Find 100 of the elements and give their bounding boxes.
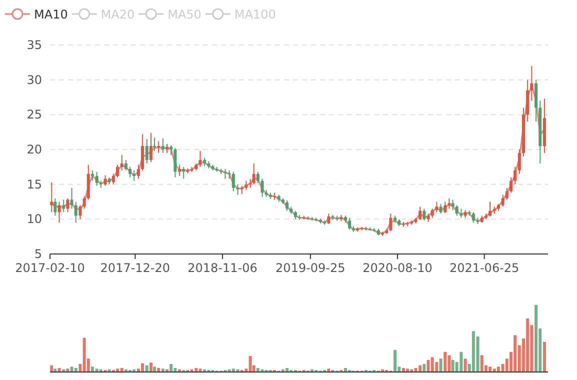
candlestick	[244, 180, 248, 190]
candlestick	[116, 164, 119, 178]
x-tick-label: 2018-11-06	[188, 261, 258, 275]
bar	[480, 355, 484, 372]
bar	[448, 355, 451, 372]
bar	[488, 366, 492, 372]
candlestick	[157, 140, 160, 154]
bar	[439, 358, 442, 372]
candlestick	[166, 143, 169, 154]
candlestick	[58, 201, 61, 224]
x-tick-label: 2020-08-10	[362, 261, 432, 275]
bar	[406, 368, 410, 372]
bar	[66, 368, 70, 372]
candlestick	[472, 212, 475, 224]
bar	[464, 358, 467, 372]
candlestick	[182, 166, 186, 180]
candlestick	[418, 206, 422, 220]
bar	[435, 362, 438, 372]
candlestick	[455, 204, 458, 216]
bar	[248, 356, 252, 372]
bar	[141, 363, 144, 372]
candlestick	[128, 166, 132, 178]
candlestick	[422, 208, 426, 222]
bar	[198, 368, 202, 372]
bar	[534, 305, 538, 372]
bar	[70, 366, 74, 372]
x-tick-label: 2021-06-25	[449, 261, 520, 275]
candlestick	[153, 137, 156, 152]
y-tick-label: 35	[26, 38, 42, 52]
candlestick	[232, 171, 235, 192]
candlestick	[174, 148, 177, 178]
candlestick	[120, 154, 124, 171]
bar	[161, 368, 164, 372]
bar	[451, 360, 454, 372]
bar	[514, 335, 517, 372]
candlestick	[145, 138, 148, 164]
candlestick	[95, 171, 98, 186]
candlestick	[444, 201, 447, 214]
bar	[170, 364, 173, 372]
candlestick	[170, 144, 173, 156]
candlestick	[104, 174, 107, 186]
candlestick	[286, 200, 289, 212]
candlestick	[178, 164, 182, 176]
y-tick-label: 30	[26, 72, 42, 87]
candlestick	[448, 198, 451, 210]
candlestick	[460, 208, 463, 218]
y-tick-label: 25	[26, 108, 42, 122]
x-tick-label: 2017-02-10	[15, 261, 85, 275]
y-tick-label: 10	[26, 212, 42, 226]
bar	[153, 366, 156, 372]
candlestick	[252, 162, 256, 185]
candlestick	[228, 170, 231, 180]
bar	[526, 318, 530, 372]
candlestick	[149, 132, 152, 163]
y-tick-label: 20	[26, 142, 42, 156]
bar	[394, 350, 397, 372]
candlestick	[54, 198, 57, 216]
candlestick	[509, 176, 512, 194]
candlestick	[256, 171, 260, 184]
candlestick	[112, 173, 115, 185]
bar	[444, 352, 447, 372]
candlestick	[198, 150, 202, 168]
candlestick	[260, 178, 264, 198]
bar	[460, 352, 463, 372]
bar	[426, 360, 430, 372]
candlestick	[505, 187, 508, 200]
candlestick	[530, 65, 534, 102]
candlestick	[348, 217, 352, 230]
candlestick	[389, 213, 392, 232]
candlestick	[82, 196, 86, 210]
bar	[430, 357, 434, 372]
x-tick-label: 2019-09-25	[276, 261, 346, 275]
candlestick	[90, 170, 94, 182]
candlestick	[430, 208, 434, 218]
bar	[149, 362, 152, 372]
bar	[492, 368, 496, 372]
candlestick	[78, 204, 82, 220]
candlestick	[451, 199, 454, 211]
y-tick-label: 5	[34, 247, 42, 261]
candlestick	[132, 170, 136, 182]
y-tick-label: 15	[26, 177, 42, 192]
bar	[422, 364, 426, 372]
candlestick	[161, 138, 164, 154]
candlestick	[435, 201, 438, 213]
bar	[95, 368, 98, 372]
bar	[327, 368, 330, 372]
candlestick	[488, 201, 492, 217]
candlestick	[141, 134, 144, 171]
bar	[54, 368, 57, 372]
candlestick	[136, 164, 140, 180]
bar	[542, 342, 546, 372]
candlestick	[518, 149, 521, 174]
candlestick	[439, 203, 442, 214]
candlestick	[70, 187, 74, 210]
candlestick	[62, 199, 66, 213]
candlestick	[501, 194, 504, 208]
candlestick	[124, 159, 128, 171]
bar	[50, 365, 54, 372]
bar	[145, 365, 148, 372]
candlestick	[74, 201, 78, 224]
